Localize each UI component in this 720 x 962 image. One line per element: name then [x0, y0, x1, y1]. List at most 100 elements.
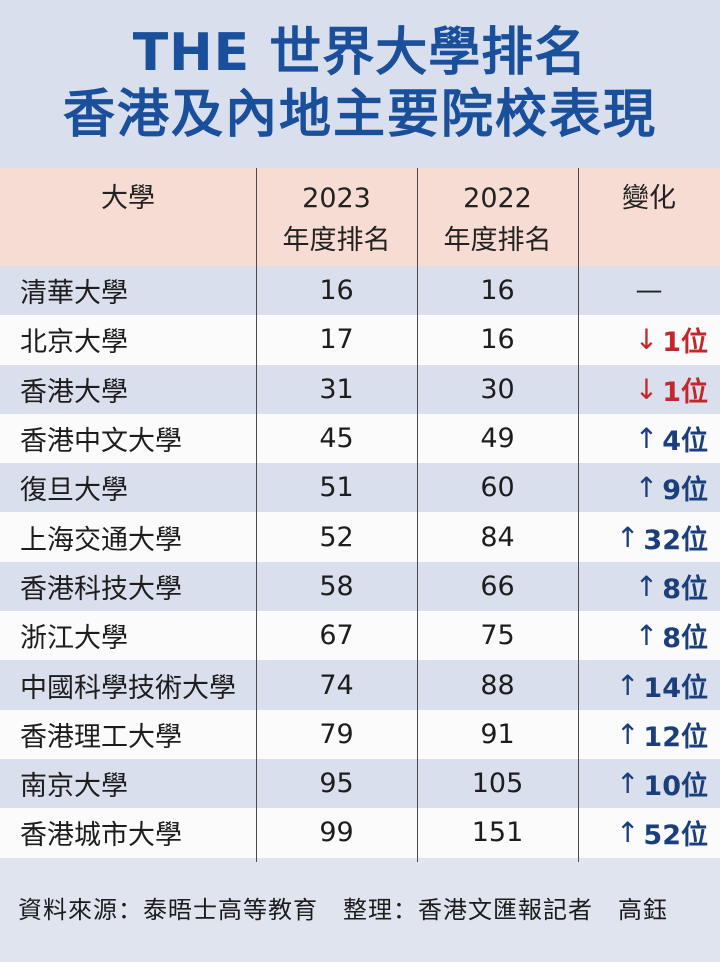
arrow-up-icon: ↑	[634, 422, 659, 456]
arrow-up-icon: ↑	[634, 471, 659, 505]
rank-2023: 67	[319, 620, 354, 652]
rank-2022: 151	[471, 817, 524, 849]
rank-2022: 91	[480, 718, 515, 750]
rank-change-value: 8位	[662, 573, 708, 605]
table-row: 復旦大學 51 60 ↑ 9位	[0, 463, 720, 513]
rank-change: ↑ 9位	[578, 463, 708, 512]
rank-2022: 84	[480, 521, 515, 553]
title-block: THE 世界大學排名 香港及內地主要院校表現	[0, 0, 720, 168]
rank-2023: 74	[319, 669, 354, 701]
arrow-up-icon: ↑	[615, 816, 640, 850]
rank-2022: 105	[471, 768, 524, 800]
rank-2023: 95	[319, 768, 354, 800]
arrow-up-icon: ↑	[615, 668, 640, 702]
header-university: 大學	[0, 168, 256, 266]
rank-2023: 16	[319, 275, 354, 307]
rank-change-value: —	[635, 275, 663, 307]
rank-2022: 16	[480, 324, 515, 356]
university-name: 香港城市大學	[20, 820, 182, 852]
ranking-table: 大學 2023 年度排名 2022 年度排名 變化 清華大學 16 16 — 北京大學 1…	[0, 168, 720, 858]
rank-change: ↓ 1位	[578, 365, 708, 414]
rank-change-value: 52位	[643, 820, 708, 852]
arrow-up-icon: ↑	[615, 520, 640, 554]
rank-change: ↑ 14位	[578, 660, 708, 709]
rank-2023: 79	[319, 718, 354, 750]
rank-change: ↓ 1位	[578, 315, 708, 364]
rank-2023: 99	[319, 817, 354, 849]
header-2022: 2022 年度排名	[417, 168, 578, 266]
rank-change-value: 10位	[643, 771, 708, 803]
rank-change-value: 1位	[662, 376, 708, 408]
table-row: 香港理工大學 79 91 ↑ 12位	[0, 709, 720, 759]
header-2023: 2023 年度排名	[256, 168, 417, 266]
column-divider	[417, 168, 418, 862]
rank-change-value: 1位	[662, 327, 708, 359]
rank-change: ↑ 8位	[578, 562, 708, 611]
rank-2022: 16	[480, 275, 515, 307]
university-name: 清華大學	[20, 278, 128, 310]
table-row: 香港科技大學 58 66 ↑ 8位	[0, 561, 720, 612]
rank-change-value: 32位	[643, 524, 708, 556]
title-line-1: THE 世界大學排名	[132, 23, 588, 83]
university-name: 香港科技大學	[20, 573, 182, 605]
university-name: 北京大學	[20, 327, 128, 359]
source-credit: 資料來源：泰晤士高等教育 整理：香港文匯報記者 高鈺	[18, 896, 668, 924]
table-row: 浙江大學 67 75 ↑ 8位	[0, 611, 720, 661]
arrow-up-icon: ↑	[615, 767, 640, 801]
rank-2022: 49	[480, 423, 515, 455]
table-row: 北京大學 17 16 ↓ 1位	[0, 315, 720, 365]
header-2022-label: 年度排名	[443, 225, 552, 256]
table-row: 中國科學技術大學 74 88 ↑ 14位	[0, 660, 720, 710]
rank-change: ↑ 52位	[578, 808, 708, 857]
header-change: 變化	[578, 168, 720, 266]
arrow-up-icon: ↑	[634, 569, 659, 603]
rank-2022: 88	[480, 669, 515, 701]
rank-2023: 58	[319, 570, 354, 602]
university-name: 中國科學技術大學	[20, 672, 236, 704]
rank-2023: 17	[319, 324, 354, 356]
column-divider	[256, 168, 257, 862]
header-2023-year: 2023	[302, 183, 371, 214]
table-row: 清華大學 16 16 —	[0, 266, 720, 316]
footer: 資料來源：泰晤士高等教育 整理：香港文匯報記者 高鈺	[0, 862, 720, 962]
table-body: 清華大學 16 16— 北京大學 17 16 ↓ 1位 香港大學 31 30 ↓ 1位 香港中文大學 45 4…	[0, 266, 720, 858]
rank-2022: 30	[480, 373, 515, 405]
university-name: 上海交通大學	[20, 524, 182, 556]
header-2022-year: 2022	[463, 183, 532, 214]
university-name: 香港理工大學	[20, 721, 182, 753]
table-row: 上海交通大學 52 84 ↑ 32位	[0, 512, 720, 562]
rank-change: —	[578, 266, 720, 315]
table-row: 香港城市大學 99 151 ↑ 52位	[0, 808, 720, 858]
arrow-up-icon: ↑	[615, 717, 640, 751]
university-name: 復旦大學	[20, 475, 128, 507]
rank-change-value: 12位	[643, 721, 708, 753]
rank-change: ↑ 8位	[578, 611, 708, 660]
table-row: 香港大學 31 30 ↓ 1位	[0, 364, 720, 414]
rank-2022: 66	[480, 570, 515, 602]
rank-change: ↑ 4位	[578, 414, 708, 463]
rank-change-value: 8位	[662, 623, 708, 655]
table-header: 大學 2023 年度排名 2022 年度排名 變化	[0, 168, 720, 266]
rank-2023: 45	[319, 423, 354, 455]
university-name: 香港大學	[20, 376, 128, 408]
header-university-label: 大學	[101, 183, 155, 214]
rank-2023: 31	[319, 373, 354, 405]
rank-change: ↑ 32位	[578, 512, 708, 561]
rank-change-value: 4位	[662, 426, 708, 458]
rank-change-value: 14位	[643, 672, 708, 704]
rank-2022: 60	[480, 472, 515, 504]
title-line-2: 香港及內地主要院校表現	[62, 85, 657, 145]
header-2023-label: 年度排名	[282, 225, 391, 256]
rank-2023: 51	[319, 472, 354, 504]
arrow-down-icon: ↓	[634, 323, 659, 357]
rank-2022: 75	[480, 620, 515, 652]
rank-2023: 52	[319, 521, 354, 553]
university-name: 南京大學	[20, 771, 128, 803]
rank-change: ↑ 10位	[578, 759, 708, 808]
header-change-label: 變化	[622, 183, 676, 214]
table-row: 香港中文大學 45 49 ↑ 4位	[0, 413, 720, 464]
rank-change: ↑ 12位	[578, 710, 708, 759]
rank-change-value: 9位	[662, 475, 708, 507]
column-divider	[578, 168, 579, 862]
